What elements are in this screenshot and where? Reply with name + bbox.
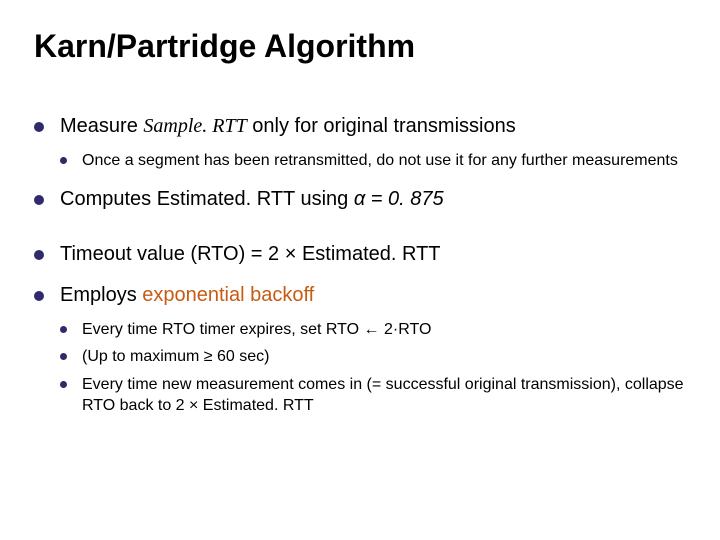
sample-rtt-term: Sample. RTT [143,115,246,137]
alpha-value: α = 0. 875 [354,188,444,210]
bullet-timeout: Timeout value (RTO) = 2 × Estimated. RTT [34,241,686,268]
slide-container: Karn/Partridge Algorithm Measure Sample.… [0,0,720,540]
sub-bullet: Once a segment has been retransmitted, d… [60,150,686,172]
slide-title: Karn/Partridge Algorithm [34,28,686,65]
exponential-backoff-term: exponential backoff [142,284,314,306]
bullet-text: Computes Estimated. RTT using [60,188,354,210]
bullet-computes: Computes Estimated. RTT using α = 0. 875 [34,186,686,213]
spacer [34,227,686,241]
bullet-measure: Measure Sample. RTT only for original tr… [34,113,686,172]
bullet-text: Measure [60,115,143,137]
bullet-backoff: Employs exponential backoff Every time R… [34,282,686,417]
sub-bullet: Every time RTO timer expires, set RTO ← … [60,319,686,341]
sub-bullet-list: Every time RTO timer expires, set RTO ← … [60,319,686,417]
bullet-text: Employs [60,284,142,306]
bullet-text: only for original transmissions [247,115,516,137]
bullet-list: Measure Sample. RTT only for original tr… [34,113,686,213]
bullet-list: Timeout value (RTO) = 2 × Estimated. RTT… [34,241,686,417]
sub-bullet-list: Once a segment has been retransmitted, d… [60,150,686,172]
sub-bullet: (Up to maximum ≥ 60 sec) [60,346,686,368]
sub-bullet: Every time new measurement comes in (= s… [60,374,686,417]
